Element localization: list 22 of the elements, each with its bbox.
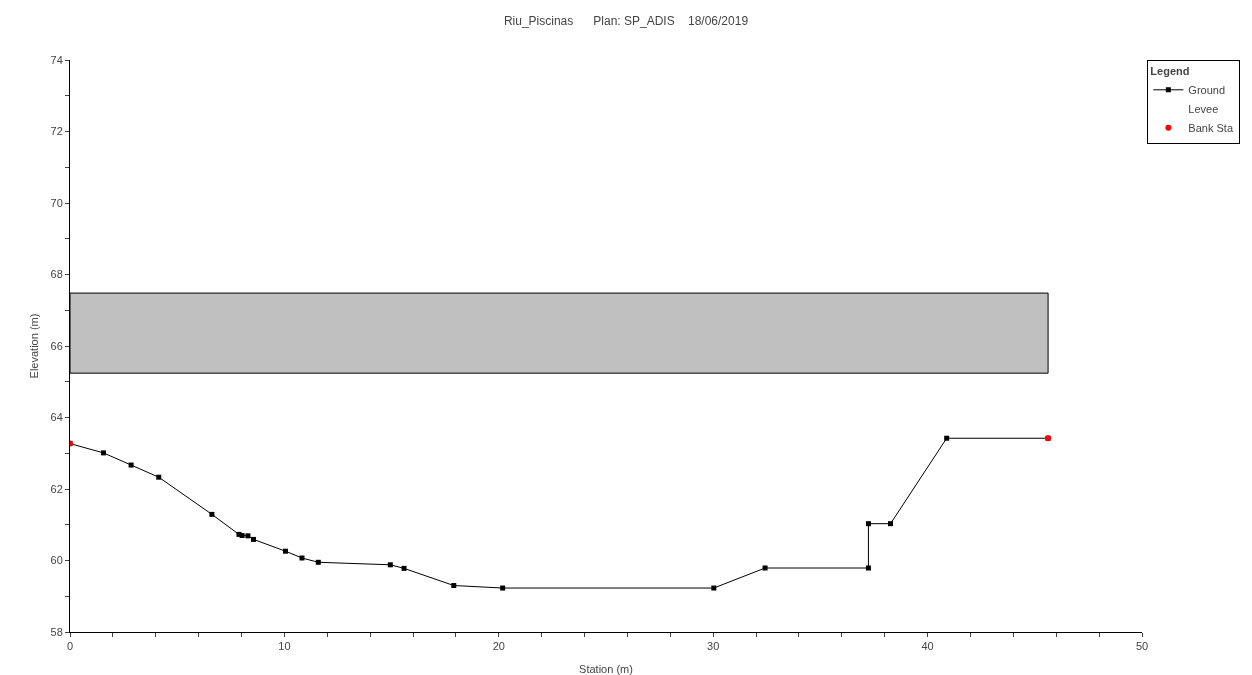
y-tick-label: 62 [50,482,63,495]
y-tick-label: 70 [50,196,63,209]
x-tick-label: 10 [278,640,291,653]
y-tick-label: 64 [50,411,63,424]
y-axis-title: Elevation (m) [28,313,40,379]
x-tick-label: 40 [921,640,934,653]
x-axis-title: Station (m) [579,663,633,675]
y-tick-label: 72 [50,125,63,138]
y-tick-label: 60 [50,554,63,567]
y-tick-label: 68 [50,268,63,281]
chart-title: Riu_Piscinas Plan: SP_ADIS 18/06/2019 [503,14,749,29]
x-tick-label: 20 [492,640,505,653]
legend-title: Legend [1150,65,1190,78]
y-tick-label: 58 [50,625,63,638]
x-tick-label: 50 [1135,640,1149,653]
x-tick-label: 30 [707,640,720,653]
y-tick-label: 66 [50,339,63,352]
x-tick-label: 0 [66,640,74,653]
legend-label: Ground [1188,84,1226,97]
y-tick-label: 74 [50,53,63,66]
legend-label: Bank Sta [1188,122,1234,135]
text: Levee [1188,103,1219,116]
